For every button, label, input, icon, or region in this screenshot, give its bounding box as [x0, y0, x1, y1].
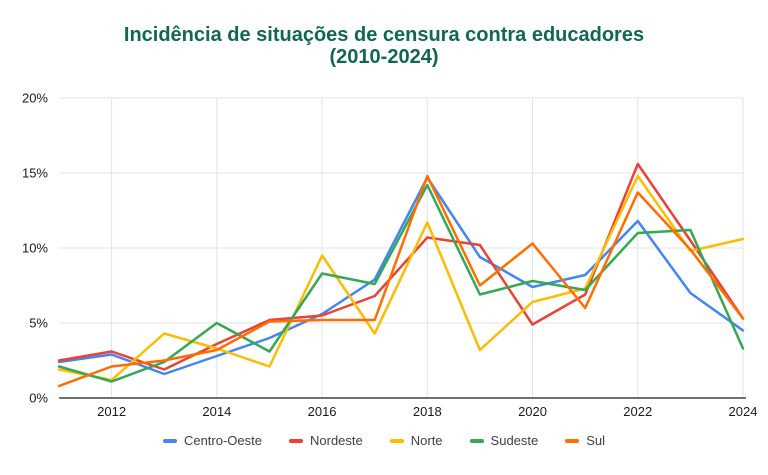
legend-label-centro-oeste: Centro-Oeste [183, 433, 262, 448]
y-tick-label-20: 20% [22, 91, 48, 106]
legend-swatch-sul [565, 438, 580, 443]
series-line-sul [57, 174, 745, 388]
chart-title-line2: (2010-2024) [329, 46, 439, 68]
x-tick-label-2018: 2018 [413, 404, 442, 419]
series-line-norte [57, 174, 745, 382]
legend-label-norte: Norte [410, 433, 443, 448]
x-tick-label-2014: 2014 [202, 404, 231, 419]
legend-item-centro-oeste[interactable]: Centro-Oeste [162, 433, 262, 448]
y-tick-label-15: 15% [22, 166, 48, 181]
y-tick-label-5: 5% [29, 316, 48, 331]
legend-swatch-sudeste [469, 438, 484, 443]
legend-label-nordeste: Nordeste [310, 433, 363, 448]
x-tick-label-2016: 2016 [308, 404, 337, 419]
x-tick-label-2020: 2020 [518, 404, 547, 419]
legend-swatch-nordeste [289, 438, 303, 443]
chart-legend: Centro-Oeste Nordeste Norte Sudeste Sul [0, 433, 768, 448]
series-line-centro-oeste [57, 176, 745, 376]
legend-item-sudeste[interactable]: Sudeste [469, 433, 539, 448]
x-tick-label-2022: 2022 [623, 404, 652, 419]
legend-label-sul: Sul [586, 433, 606, 448]
x-tick-label-2012: 2012 [97, 404, 126, 419]
x-tick-label-2024: 2024 [729, 404, 758, 419]
series-line-nordeste [57, 162, 745, 371]
y-tick-label-10: 10% [22, 241, 48, 256]
legend-item-nordeste[interactable]: Nordeste [289, 433, 363, 448]
y-tick-label-0: 0% [29, 391, 48, 406]
chart-title-line1: Incidência de situações de censura contr… [123, 24, 645, 46]
series-line-sudeste [57, 183, 745, 383]
legend-item-norte[interactable]: Norte [389, 433, 443, 448]
chart-title: Incidência de situações de censura contr… [0, 24, 768, 68]
legend-item-sul[interactable]: Sul [565, 433, 605, 448]
legend-label-sudeste: Sudeste [490, 433, 539, 448]
legend-swatch-norte [389, 438, 404, 443]
legend-swatch-centro-oeste [162, 438, 177, 443]
